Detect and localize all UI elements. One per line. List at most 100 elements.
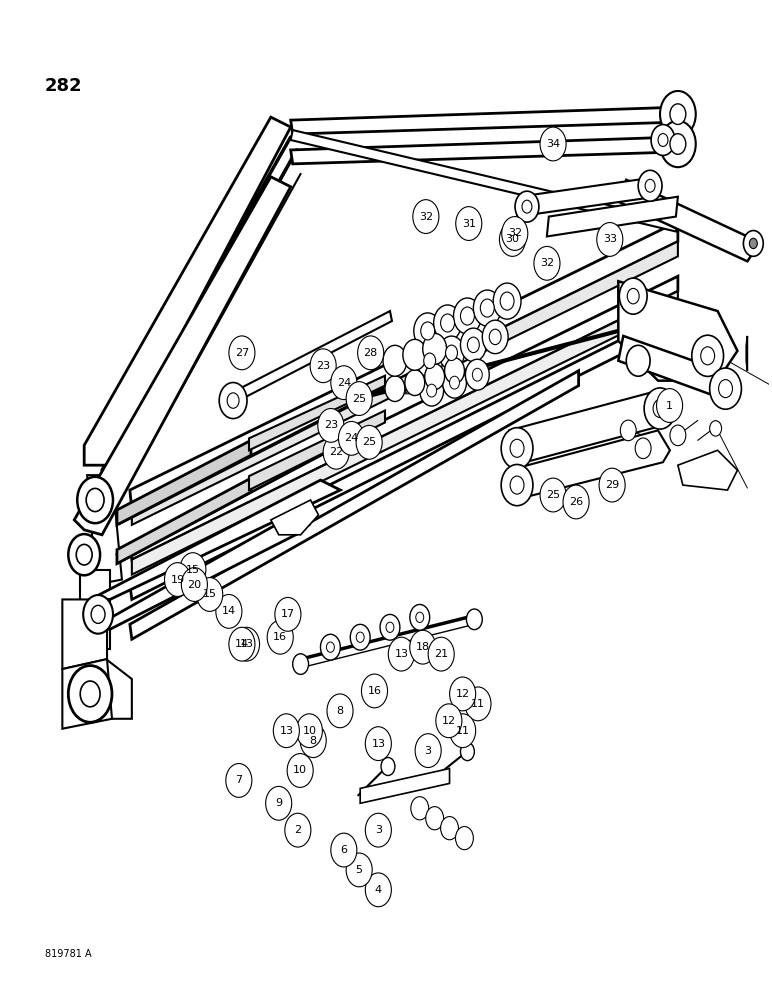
Polygon shape [291, 137, 678, 164]
Circle shape [275, 597, 301, 631]
Circle shape [416, 612, 424, 622]
Circle shape [381, 757, 395, 776]
Text: 18: 18 [416, 642, 430, 652]
Circle shape [410, 630, 436, 664]
Circle shape [499, 223, 526, 256]
Circle shape [743, 231, 764, 256]
Circle shape [357, 336, 384, 370]
Circle shape [651, 125, 675, 155]
Circle shape [670, 425, 686, 446]
Circle shape [428, 637, 454, 671]
Circle shape [644, 388, 676, 429]
Polygon shape [90, 525, 296, 629]
Text: 819781 A: 819781 A [45, 949, 92, 959]
Text: 17: 17 [281, 609, 295, 619]
Circle shape [318, 409, 344, 442]
Circle shape [522, 200, 532, 213]
Polygon shape [249, 376, 385, 450]
Polygon shape [291, 130, 678, 232]
Circle shape [365, 727, 391, 761]
Text: 10: 10 [303, 726, 317, 736]
Circle shape [338, 421, 364, 455]
Circle shape [331, 366, 357, 400]
Text: 4: 4 [374, 885, 382, 895]
Polygon shape [90, 480, 340, 599]
Text: 32: 32 [418, 212, 433, 222]
Circle shape [445, 358, 465, 384]
Circle shape [482, 320, 508, 354]
Circle shape [296, 714, 323, 748]
Circle shape [460, 743, 474, 761]
Polygon shape [117, 440, 251, 525]
Text: 28: 28 [364, 348, 378, 358]
Circle shape [670, 134, 686, 154]
Circle shape [425, 364, 445, 390]
Circle shape [421, 322, 435, 340]
Circle shape [635, 438, 651, 459]
Text: 13: 13 [394, 649, 408, 659]
Circle shape [385, 376, 405, 402]
Circle shape [425, 807, 444, 830]
Circle shape [413, 200, 439, 233]
Circle shape [500, 292, 514, 310]
Circle shape [510, 439, 524, 457]
Circle shape [619, 278, 647, 314]
Circle shape [331, 833, 357, 867]
Circle shape [460, 307, 474, 325]
Circle shape [350, 624, 370, 650]
Circle shape [415, 734, 441, 768]
Text: 8: 8 [310, 736, 317, 746]
Polygon shape [117, 478, 251, 564]
Circle shape [658, 134, 668, 146]
Text: 23: 23 [316, 361, 330, 371]
Polygon shape [509, 391, 670, 465]
Text: 5: 5 [356, 865, 363, 875]
Text: 6: 6 [340, 845, 347, 855]
Circle shape [424, 353, 435, 369]
Circle shape [515, 191, 539, 222]
Circle shape [510, 476, 524, 494]
Circle shape [467, 337, 479, 353]
Circle shape [219, 383, 247, 419]
Circle shape [68, 666, 112, 722]
Circle shape [77, 477, 113, 523]
Circle shape [380, 614, 400, 640]
Text: 24: 24 [337, 378, 351, 388]
Polygon shape [84, 117, 291, 465]
Polygon shape [132, 241, 678, 525]
Circle shape [365, 873, 391, 907]
Circle shape [287, 754, 313, 787]
Text: 22: 22 [329, 447, 344, 457]
Circle shape [405, 370, 425, 396]
Text: 20: 20 [188, 580, 201, 590]
Circle shape [493, 283, 521, 319]
Circle shape [750, 238, 757, 249]
Text: 25: 25 [546, 490, 560, 500]
Text: 29: 29 [605, 480, 619, 490]
Circle shape [466, 609, 482, 630]
Circle shape [455, 827, 473, 850]
Text: 25: 25 [362, 437, 376, 447]
Circle shape [83, 595, 113, 634]
Polygon shape [509, 430, 670, 500]
Circle shape [356, 632, 364, 642]
Text: 24: 24 [344, 433, 359, 443]
Circle shape [434, 305, 462, 341]
Circle shape [502, 217, 528, 250]
Polygon shape [80, 639, 132, 719]
Text: 3: 3 [375, 825, 382, 835]
Circle shape [455, 207, 482, 240]
Circle shape [438, 336, 465, 370]
Circle shape [180, 553, 206, 587]
Circle shape [626, 345, 650, 376]
Text: 14: 14 [222, 606, 236, 616]
Polygon shape [117, 415, 383, 562]
Circle shape [310, 349, 336, 383]
Text: 15: 15 [186, 565, 200, 575]
Circle shape [670, 104, 686, 124]
Circle shape [361, 674, 388, 708]
Circle shape [620, 420, 636, 441]
Circle shape [91, 605, 105, 623]
Polygon shape [618, 336, 737, 401]
Polygon shape [547, 197, 678, 236]
